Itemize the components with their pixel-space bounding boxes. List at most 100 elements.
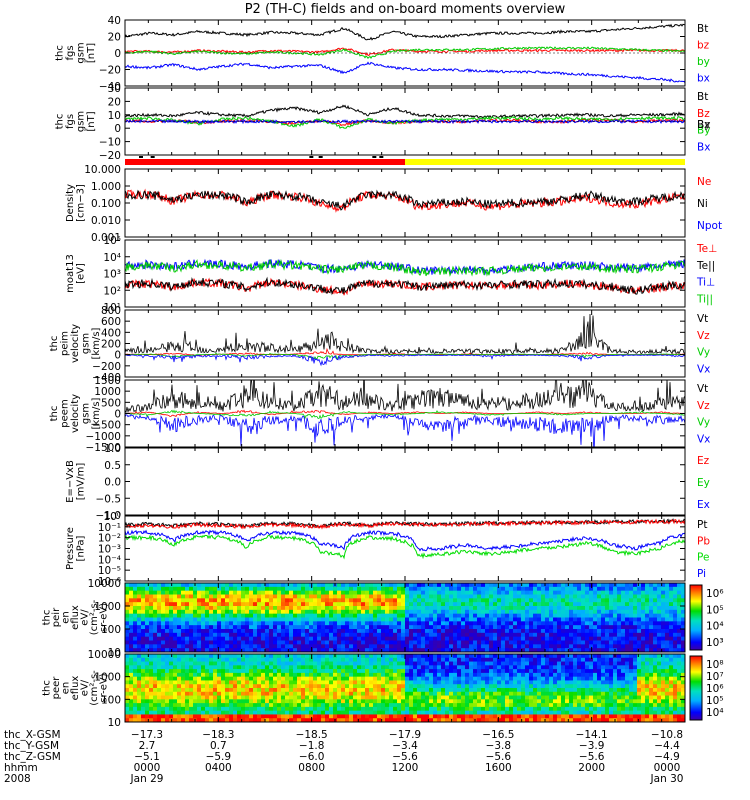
legend-entry: Pt [697, 519, 707, 531]
heatmap-cell [489, 710, 494, 715]
burst-mark [309, 156, 314, 158]
heatmap-cell [549, 606, 554, 611]
heatmap-cell [585, 583, 590, 588]
heatmap-cell [457, 676, 462, 681]
heatmap-cell [289, 606, 294, 611]
heatmap-cell [305, 691, 310, 697]
heatmap-cell [213, 613, 218, 618]
heatmap-cell [489, 648, 494, 653]
heatmap-cell [269, 648, 274, 653]
heatmap-cell [585, 613, 590, 618]
heatmap-cell [233, 598, 238, 603]
heatmap-cell [497, 617, 502, 622]
heatmap-cell [181, 657, 186, 663]
heatmap-cell [337, 680, 342, 685]
heatmap-cell [141, 640, 146, 645]
heatmap-cell [465, 710, 470, 715]
heatmap-cell [545, 594, 550, 599]
heatmap-cell [305, 583, 310, 588]
heatmap-cell [369, 602, 374, 607]
heatmap-cell [329, 602, 334, 607]
heatmap-cell [449, 590, 454, 595]
heatmap-cell [337, 625, 342, 630]
heatmap-cell [405, 636, 410, 641]
ylabel-line: sr-eV) [99, 603, 110, 632]
heatmap-cell [481, 688, 486, 693]
heatmap-cell [473, 644, 478, 649]
heatmap-cell [449, 632, 454, 638]
heatmap-cell [437, 706, 442, 712]
heatmap-cell [305, 640, 310, 645]
heatmap-cell [209, 714, 214, 719]
heatmap-cell [209, 657, 214, 663]
heatmap-cell [613, 625, 618, 630]
heatmap-cell [249, 583, 254, 588]
heatmap-cell [309, 661, 314, 666]
heatmap-cell [305, 617, 310, 622]
heatmap-cell [261, 583, 266, 588]
heatmap-cell [549, 636, 554, 641]
y-tick-label: −0.5 [96, 493, 122, 505]
heatmap-cell [149, 680, 154, 685]
heatmap-cell [617, 613, 622, 618]
heatmap-cell [353, 598, 358, 603]
heatmap-cell [453, 586, 458, 592]
heatmap-cell [341, 583, 346, 588]
heatmap-cell [417, 657, 422, 663]
heatmap-cell [629, 629, 634, 634]
heatmap-cell [437, 695, 442, 700]
heatmap-cell [197, 695, 202, 700]
heatmap-cell [649, 621, 654, 626]
heatmap-cell [441, 625, 446, 630]
heatmap-cell [125, 606, 130, 611]
heatmap-cell [325, 669, 330, 674]
heatmap-cell [401, 706, 406, 712]
heatmap-cell [537, 598, 542, 603]
heatmap-cell [465, 691, 470, 697]
heatmap-cell [313, 672, 318, 678]
heatmap-cell [273, 718, 278, 723]
heatmap-cell [193, 710, 198, 715]
heatmap-cell [341, 640, 346, 645]
heatmap-cell [205, 632, 210, 638]
heatmap-cell [165, 657, 170, 663]
heatmap-cell [669, 586, 674, 592]
heatmap-cell [469, 669, 474, 674]
heatmap-cell [217, 657, 222, 663]
heatmap-cell [393, 648, 398, 653]
heatmap-cell [377, 617, 382, 622]
heatmap-cell [361, 718, 366, 723]
y-tick-label: 0.010 [91, 215, 121, 227]
heatmap-cell [629, 609, 634, 615]
heatmap-cell [181, 680, 186, 685]
heatmap-cell [545, 590, 550, 595]
heatmap-cell [337, 613, 342, 618]
heatmap-cell [401, 617, 406, 622]
heatmap-cell [273, 602, 278, 607]
heatmap-cell [465, 654, 470, 659]
heatmap-cell [577, 606, 582, 611]
heatmap-cell [133, 676, 138, 681]
heatmap-cell [477, 621, 482, 626]
heatmap-cell [301, 621, 306, 626]
heatmap-cell [133, 606, 138, 611]
heatmap-cell [197, 583, 202, 588]
heatmap-cell [325, 680, 330, 685]
series-line-vy [125, 409, 685, 420]
heatmap-cell [481, 703, 486, 708]
heatmap-cell [657, 606, 662, 611]
heatmap-cell [173, 706, 178, 712]
heatmap-cell [401, 691, 406, 697]
heatmap-cell [357, 688, 362, 693]
heatmap-cell [281, 706, 286, 712]
heatmap-cell [193, 691, 198, 697]
heatmap-cell [493, 672, 498, 678]
heatmap-cell [173, 617, 178, 622]
heatmap-cell [501, 654, 506, 659]
heatmap-cell [173, 594, 178, 599]
heatmap-cell [321, 714, 326, 719]
heatmap-cell [525, 629, 530, 634]
heatmap-cell [249, 718, 254, 723]
heatmap-cell [265, 718, 270, 723]
heatmap-cell [373, 706, 378, 712]
